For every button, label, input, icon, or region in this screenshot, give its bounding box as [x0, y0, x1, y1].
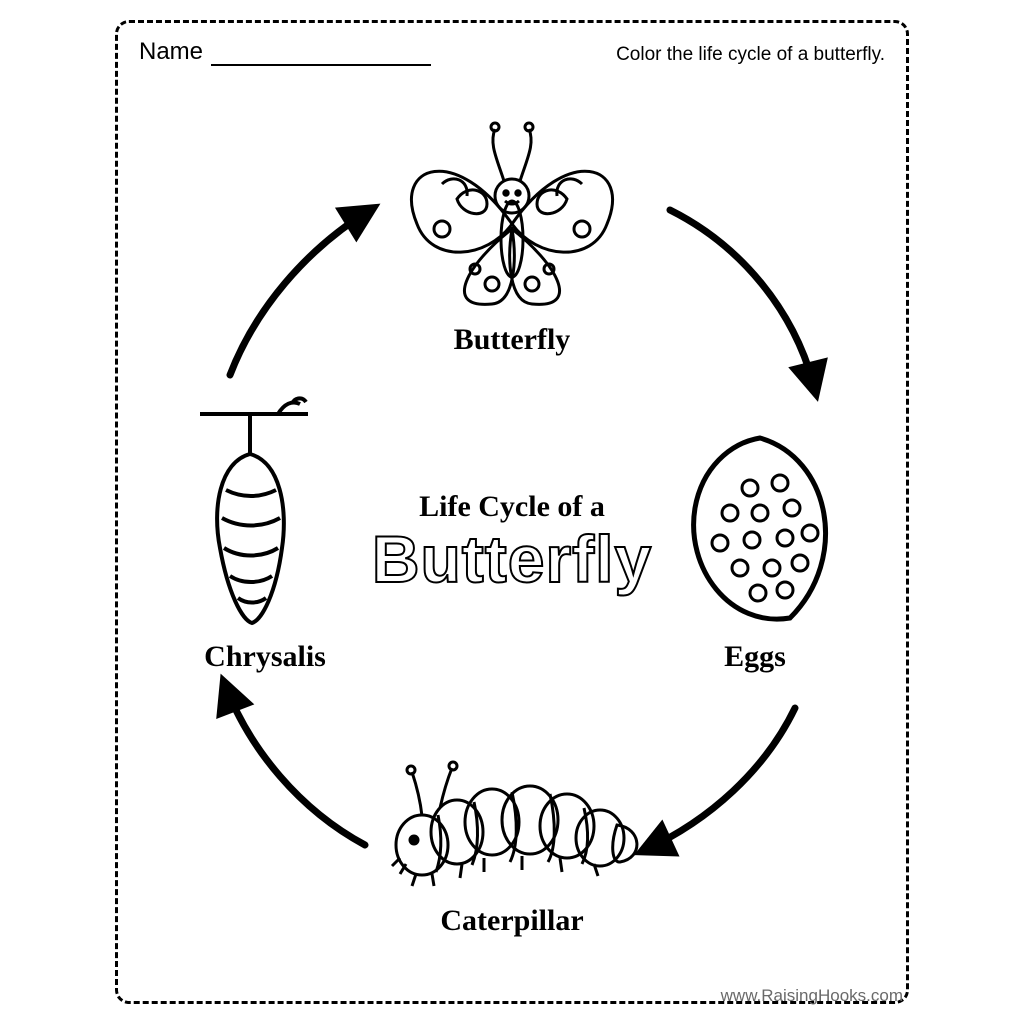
arrow-caterpillar-to-chrysalis [225, 685, 365, 845]
caterpillar-icon [362, 750, 662, 900]
arrow-butterfly-to-eggs [670, 210, 815, 390]
footer-url: www.RaisingHooks.com [721, 986, 903, 1006]
title-line-2: Butterfly [302, 526, 722, 592]
stage-label-butterfly: Butterfly [454, 323, 571, 357]
arrow-eggs-to-caterpillar [645, 708, 795, 850]
butterfly-icon [397, 104, 627, 314]
center-title: Life Cycle of a Butterfly [302, 490, 722, 592]
stage-label-chrysalis: Chrysalis [204, 640, 326, 674]
stage-label-caterpillar: Caterpillar [440, 904, 583, 938]
worksheet-page: Name Color the life cycle of a butterfly… [115, 20, 909, 1004]
stage-label-eggs: Eggs [724, 640, 786, 674]
arrow-chrysalis-to-butterfly [230, 210, 370, 375]
title-line-1: Life Cycle of a [302, 490, 722, 524]
